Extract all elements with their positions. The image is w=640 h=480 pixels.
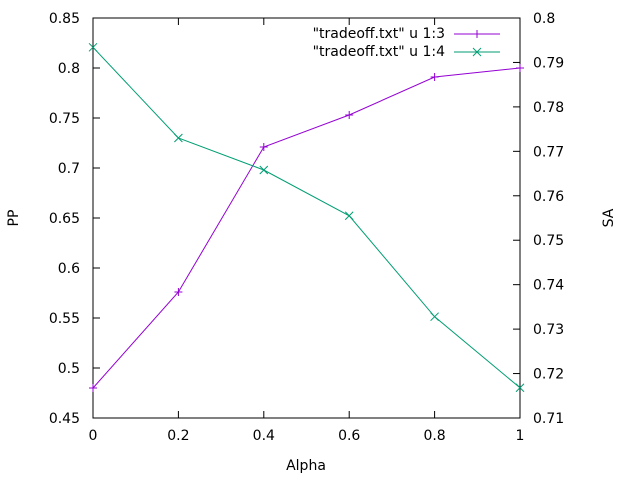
series-line: [92, 46, 521, 389]
x-tick-label: 0.8: [423, 428, 445, 444]
legend-marker-series-1: [473, 30, 481, 38]
y-tick-label: 0.65: [49, 211, 80, 227]
x-tick-label: 0: [89, 428, 98, 444]
y2-tick-label: 0.79: [533, 55, 564, 71]
y2-axis-title: SA: [601, 208, 617, 227]
data-point: [259, 143, 268, 151]
data-point: [88, 42, 98, 52]
axis-labels: Alpha PP SA: [6, 208, 617, 474]
legend: "tradeoff.txt" u 1:3 "tradeoff.txt" u 1:…: [313, 26, 500, 60]
legend-label-series-2: "tradeoff.txt" u 1:4: [313, 44, 446, 60]
y-tick-label: 0.85: [49, 11, 80, 27]
y2-tick-label: 0.75: [533, 233, 564, 249]
y-tick-label: 0.75: [49, 111, 80, 127]
data-point: [515, 383, 525, 393]
x-tick-label: 0.2: [167, 428, 189, 444]
y2-tick-label: 0.77: [533, 144, 564, 160]
series-line: [92, 67, 521, 389]
y-tick-label: 0.8: [58, 61, 80, 77]
y-tick-label: 0.5: [58, 361, 80, 377]
x-tick-label: 1: [516, 428, 525, 444]
x-tick-label: 0.6: [338, 428, 360, 444]
data-point: [516, 64, 524, 72]
data-point: [259, 165, 269, 175]
y2-tick-label: 0.72: [533, 367, 564, 383]
data-point: [344, 211, 354, 221]
y2-tick-label: 0.71: [533, 411, 564, 427]
plot-border: [92, 17, 521, 419]
y-tick-label: 0.55: [49, 311, 80, 327]
y2-tick-label: 0.8: [533, 11, 555, 27]
data-point: [89, 384, 97, 392]
axis-ticks: 0 0.2 0.4 0.6 0.8 1 0.45 0.5 0.55 0.6 0.65 0.7 0.75 0…: [49, 11, 564, 444]
y2-tick-label: 0.76: [533, 189, 564, 205]
legend-label-series-1: "tradeoff.txt" u 1:3: [313, 26, 445, 42]
y2-tick-label: 0.78: [533, 100, 564, 116]
y2-tick-label: 0.74: [533, 278, 564, 294]
data-point: [174, 133, 183, 143]
x-tick-label: 0.4: [253, 428, 275, 444]
series-2: [88, 42, 525, 393]
y-tick-label: 0.6: [58, 261, 80, 277]
plot-area: [92, 17, 521, 419]
series-1: [89, 64, 524, 392]
y-tick-label: 0.7: [58, 161, 80, 177]
y-tick-label: 0.45: [49, 411, 80, 427]
series-layer: [88, 42, 525, 393]
data-point: [430, 73, 439, 81]
data-point: [430, 312, 439, 322]
legend-marker-series-2: [472, 47, 482, 57]
x-axis-title: Alpha: [286, 458, 326, 474]
data-point: [174, 288, 183, 296]
y2-tick-label: 0.73: [533, 322, 564, 338]
data-point: [345, 111, 354, 119]
y-axis-title: PP: [6, 210, 22, 227]
